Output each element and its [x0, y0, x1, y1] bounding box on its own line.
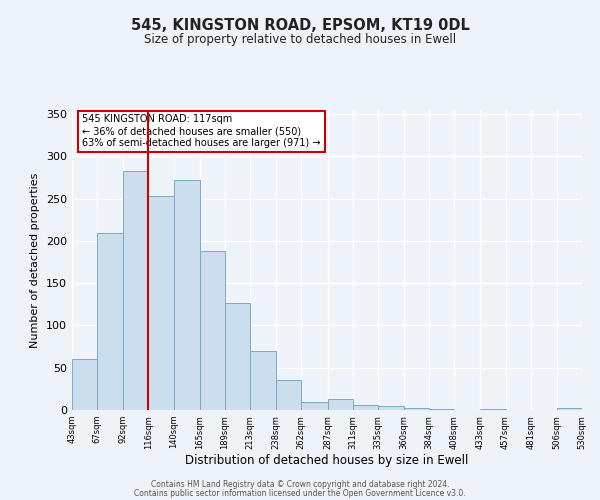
Bar: [124, 171, 148, 410]
Bar: [97, 232, 124, 410]
Bar: [301, 402, 328, 410]
Text: Contains HM Land Registry data © Crown copyright and database right 2024.: Contains HM Land Registry data © Crown c…: [151, 480, 449, 489]
Bar: [404, 408, 429, 410]
Text: Contains public sector information licensed under the Open Government Licence v3: Contains public sector information licen…: [134, 488, 466, 498]
Bar: [328, 399, 353, 410]
Bar: [481, 409, 506, 410]
Text: 545 KINGSTON ROAD: 117sqm
← 36% of detached houses are smaller (550)
63% of semi: 545 KINGSTON ROAD: 117sqm ← 36% of detac…: [82, 114, 320, 148]
Bar: [353, 405, 378, 410]
Text: Size of property relative to detached houses in Ewell: Size of property relative to detached ho…: [144, 32, 456, 46]
Bar: [225, 302, 250, 410]
Bar: [250, 351, 276, 410]
Bar: [276, 380, 301, 410]
Bar: [148, 196, 173, 410]
Bar: [72, 360, 97, 410]
Bar: [557, 408, 582, 410]
X-axis label: Distribution of detached houses by size in Ewell: Distribution of detached houses by size …: [185, 454, 469, 468]
Bar: [429, 409, 454, 410]
Text: 545, KINGSTON ROAD, EPSOM, KT19 0DL: 545, KINGSTON ROAD, EPSOM, KT19 0DL: [131, 18, 469, 32]
Bar: [173, 180, 200, 410]
Y-axis label: Number of detached properties: Number of detached properties: [31, 172, 40, 348]
Bar: [200, 251, 225, 410]
Bar: [378, 406, 404, 410]
